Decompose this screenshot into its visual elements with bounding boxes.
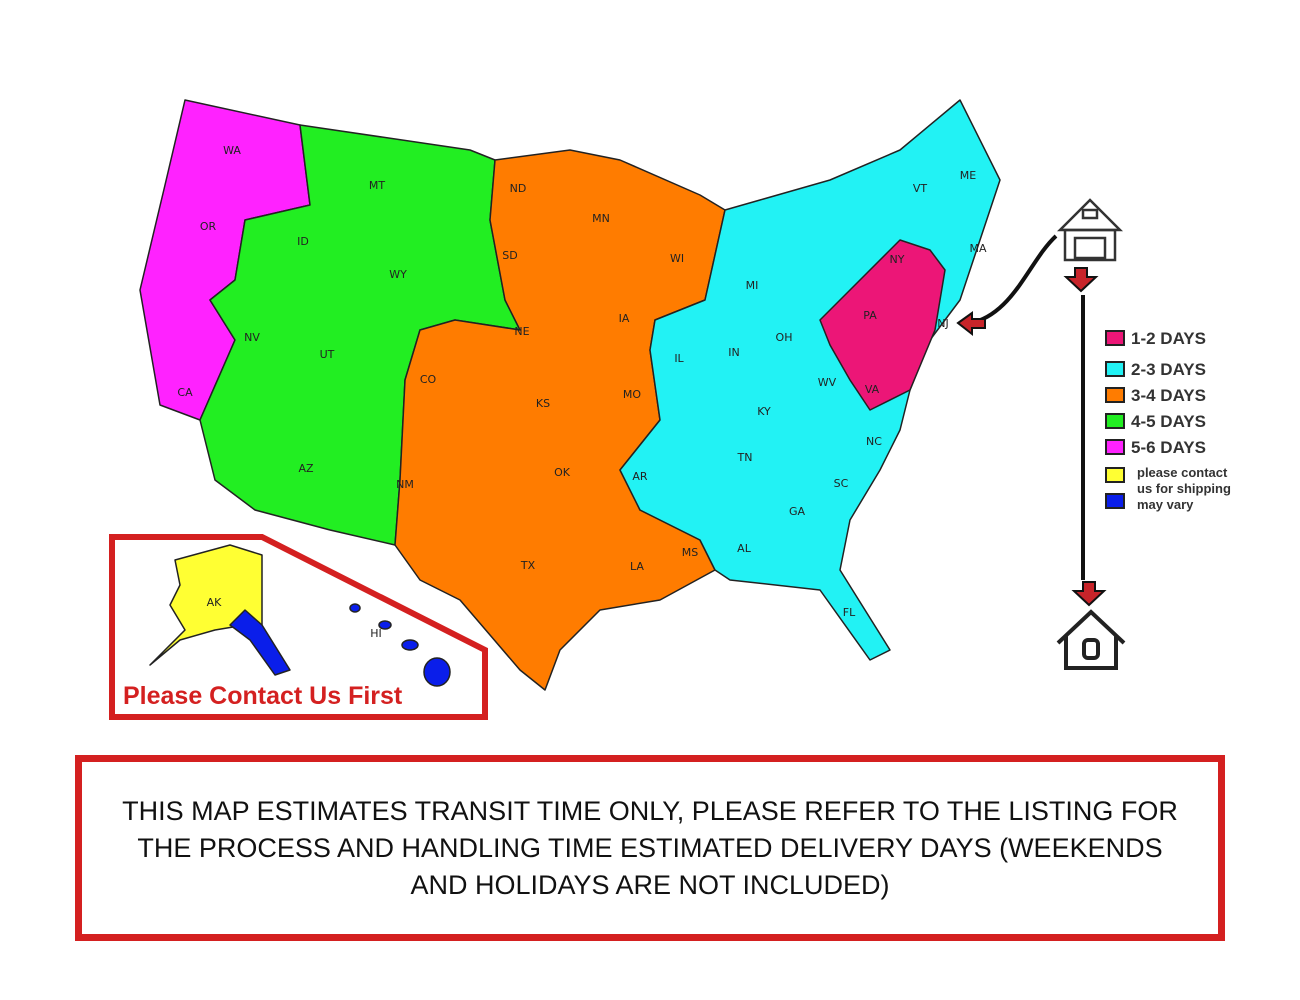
legend-item: 4-5 DAYS xyxy=(1105,413,1231,430)
hawaii-big-island xyxy=(423,657,451,687)
state-label: KY xyxy=(757,405,771,418)
state-label: NJ xyxy=(937,317,948,330)
state-label: OR xyxy=(200,220,217,233)
state-label: PA xyxy=(863,309,877,322)
legend-label: 5-6 DAYS xyxy=(1131,438,1206,457)
legend-swatch xyxy=(1105,439,1125,455)
zone-2-3-days xyxy=(619,99,1001,661)
alaska xyxy=(149,544,263,666)
legend-swatch xyxy=(1105,387,1125,403)
state-label: GA xyxy=(789,505,806,518)
hawaii-kauai xyxy=(349,603,361,613)
legend-swatch xyxy=(1105,330,1125,346)
state-label: SD xyxy=(502,249,517,262)
legend-item: 3-4 DAYS xyxy=(1105,387,1231,404)
state-label: VA xyxy=(865,383,880,396)
inset-label: Please Contact Us First xyxy=(123,682,403,710)
state-label: WY xyxy=(389,268,407,281)
notice-text: THIS MAP ESTIMATES TRANSIT TIME ONLY, PL… xyxy=(122,795,1178,900)
state-label: UT xyxy=(320,348,335,361)
state-label: FL xyxy=(843,606,856,619)
legend-note-line: us for shipping xyxy=(1137,481,1231,496)
red-down-arrow-icon xyxy=(1063,267,1099,293)
state-label: LA xyxy=(630,560,644,573)
state-label: SC xyxy=(834,477,849,490)
legend-label: 3-4 DAYS xyxy=(1131,386,1206,405)
warehouse-icon xyxy=(1056,198,1124,262)
legend-swatch xyxy=(1105,361,1125,377)
legend-swatch-varies xyxy=(1105,493,1125,509)
state-label: MA xyxy=(969,242,986,255)
state-label: NV xyxy=(244,331,260,344)
state-label: WA xyxy=(223,144,241,157)
state-label: ME xyxy=(960,169,976,182)
state-label: NM xyxy=(396,478,414,491)
route-arrow-curve xyxy=(974,234,1058,324)
legend-note: please contact us for shipping may vary xyxy=(1105,465,1231,513)
red-down-arrow-icon xyxy=(1071,581,1107,607)
state-label: WI xyxy=(670,252,684,265)
hawaii-maui xyxy=(401,639,419,651)
state-label: NE xyxy=(514,325,529,338)
state-label: WV xyxy=(818,376,837,389)
legend-item: 1-2 DAYS xyxy=(1105,330,1231,347)
legend-item: 2-3 DAYS xyxy=(1105,361,1231,378)
state-label: MT xyxy=(369,179,385,192)
legend-swatch xyxy=(1105,413,1125,429)
state-label: NY xyxy=(890,253,905,266)
alaska-panhandle xyxy=(229,609,291,676)
state-label: CA xyxy=(177,386,193,399)
state-label: AL xyxy=(737,542,752,555)
state-label: ND xyxy=(510,182,527,195)
legend-item: 5-6 DAYS xyxy=(1105,439,1231,456)
transit-notice: THIS MAP ESTIMATES TRANSIT TIME ONLY, PL… xyxy=(75,755,1225,941)
inset-border xyxy=(109,534,488,720)
house-icon xyxy=(1056,609,1126,670)
state-label: MS xyxy=(682,546,698,559)
state-label: MN xyxy=(592,212,610,225)
hawaii-oahu xyxy=(378,620,392,630)
legend-note-line: please contact xyxy=(1137,465,1228,480)
legend-label: 1-2 DAYS xyxy=(1131,329,1206,348)
state-label: NC xyxy=(866,435,882,448)
state-label: AR xyxy=(632,470,648,483)
state-label: HI xyxy=(370,627,382,640)
state-label: VT xyxy=(913,182,928,195)
state-label: AZ xyxy=(298,462,314,475)
state-label: IA xyxy=(619,312,630,325)
state-label: IN xyxy=(728,346,739,359)
legend-label: 2-3 DAYS xyxy=(1131,360,1206,379)
nj-arrow-icon xyxy=(956,311,986,337)
state-label: IL xyxy=(674,352,684,365)
zone-1-2-days xyxy=(819,239,946,411)
state-label: AK xyxy=(207,596,223,609)
legend-swatch-contact xyxy=(1105,467,1125,483)
state-label: TN xyxy=(737,451,753,464)
state-label: MI xyxy=(746,279,759,292)
state-label: TX xyxy=(520,559,536,572)
state-label: ID xyxy=(297,235,309,248)
state-label: OH xyxy=(776,331,793,344)
state-label: KS xyxy=(536,397,550,410)
state-label: OK xyxy=(554,466,571,479)
legend: 1-2 DAYS 2-3 DAYS 3-4 DAYS 4-5 DAYS 5-6 … xyxy=(1105,330,1231,522)
legend-label: 4-5 DAYS xyxy=(1131,412,1206,431)
state-label: MO xyxy=(623,388,641,401)
state-label: CO xyxy=(420,373,437,386)
legend-note-line: may vary xyxy=(1137,497,1194,512)
